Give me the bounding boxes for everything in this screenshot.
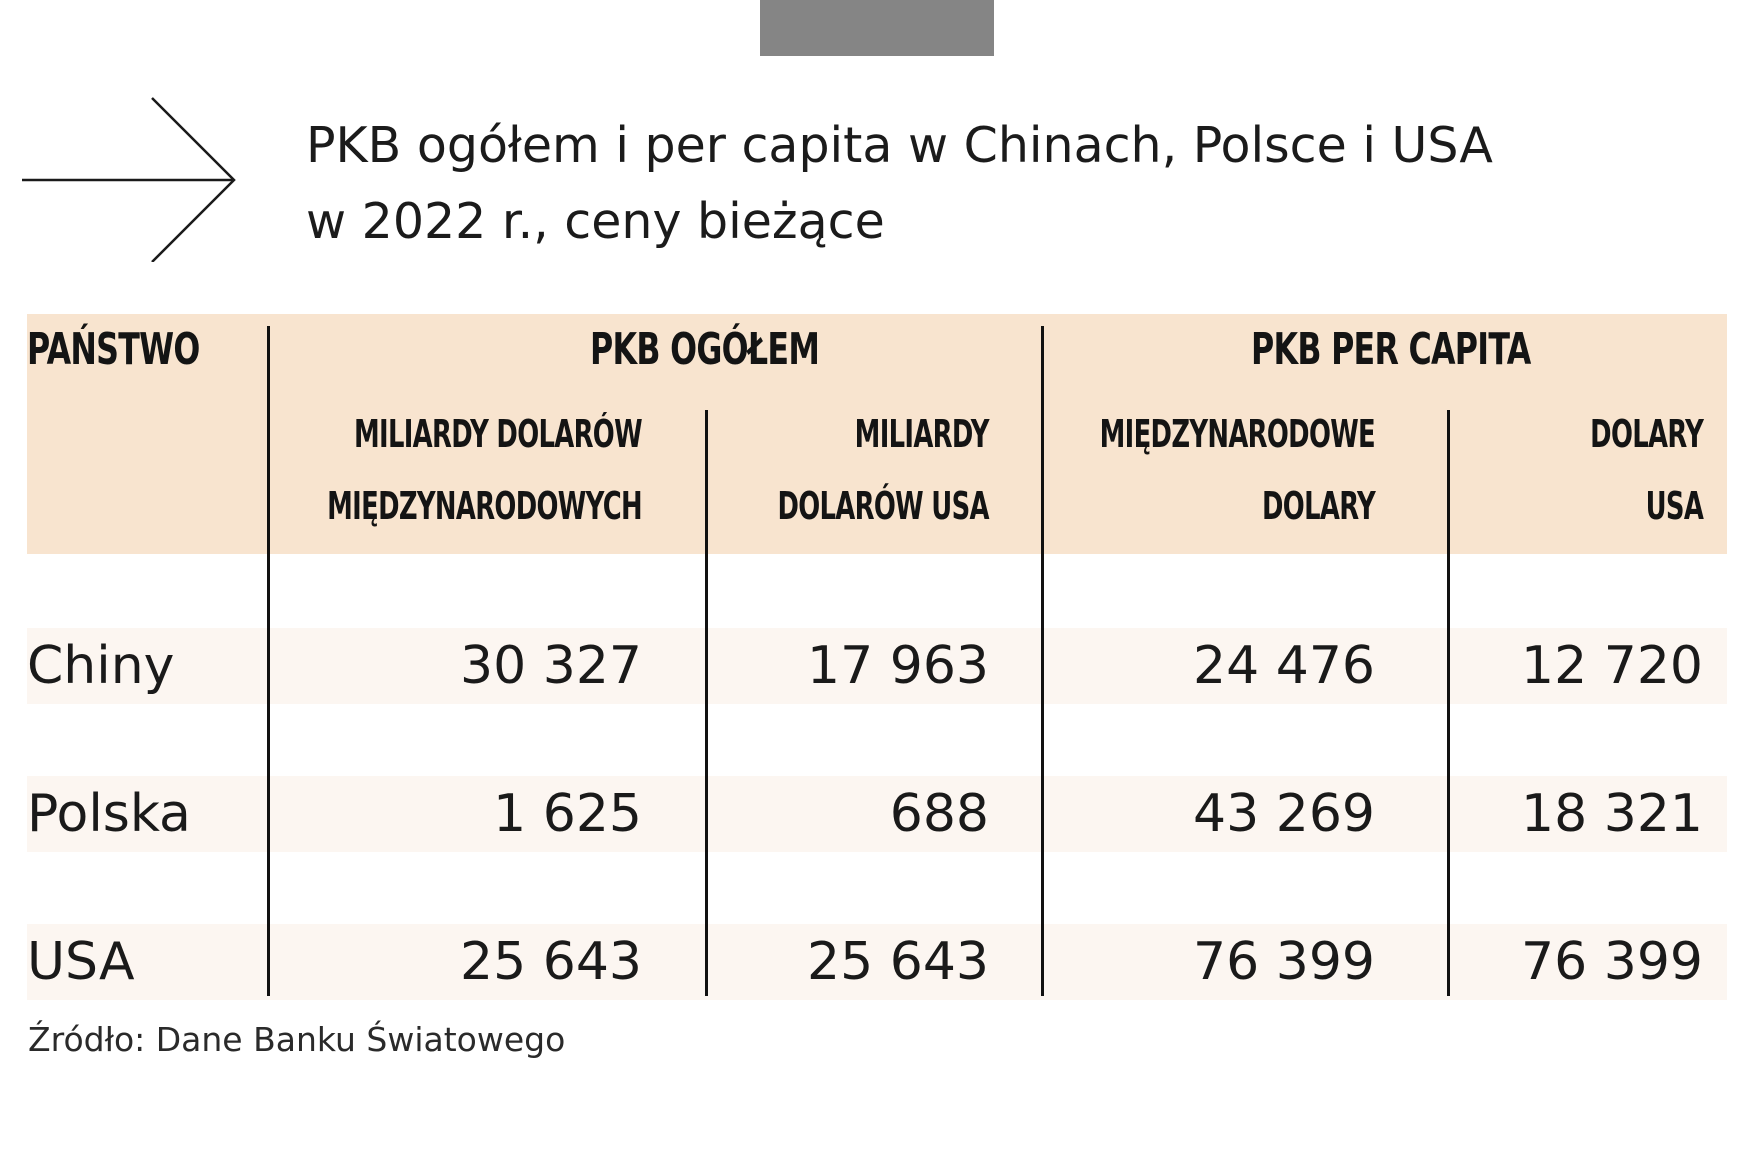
subheader-line: MILIARDY <box>854 412 990 456</box>
subheader-line: DOLARY <box>1590 412 1704 456</box>
subheader-line: DOLARÓW USA <box>777 484 990 528</box>
cell-value: 76 399 <box>1193 932 1375 992</box>
header-country: PAŃSTWO <box>27 324 200 375</box>
row-band-polska <box>27 776 1727 852</box>
subheader-line: MILIARDY DOLARÓW <box>354 412 643 456</box>
subheader-usd: DOLARY USA <box>1590 398 1704 542</box>
divider-country <box>267 326 270 996</box>
cell-value: 12 720 <box>1521 636 1703 696</box>
header-gdp-per-capita: PKB PER CAPITA <box>1251 324 1531 375</box>
title-line-1: PKB ogółem i per capita w Chinach, Polsc… <box>306 117 1493 174</box>
top-gray-bar <box>760 0 994 56</box>
header-gdp-total: PKB OGÓŁEM <box>590 324 820 375</box>
header-band <box>27 314 1727 554</box>
divider-percap-sub <box>1447 410 1450 996</box>
cell-value: 25 643 <box>460 932 642 992</box>
arrow-right-icon <box>22 97 236 262</box>
chart-title: PKB ogółem i per capita w Chinach, Polsc… <box>306 108 1493 260</box>
cell-value: 18 321 <box>1521 784 1703 844</box>
cell-value: 43 269 <box>1193 784 1375 844</box>
cell-value: 30 327 <box>460 636 642 696</box>
divider-groups <box>1041 326 1044 996</box>
divider-total-sub <box>705 410 708 996</box>
subheader-intl-dollars: MIĘDZYNARODOWE DOLARY <box>1099 398 1376 542</box>
cell-country: USA <box>27 932 135 992</box>
cell-value: 17 963 <box>807 636 989 696</box>
subheader-line: MIĘDZYNARODOWYCH <box>327 484 642 528</box>
row-band-usa <box>27 924 1727 1000</box>
subheader-line: USA <box>1645 484 1703 528</box>
cell-value: 25 643 <box>807 932 989 992</box>
cell-country: Chiny <box>27 636 175 696</box>
subheader-bn-usd: MILIARDY DOLARÓW USA <box>777 398 990 542</box>
subheader-line: MIĘDZYNARODOWE <box>1099 412 1376 456</box>
cell-value: 688 <box>889 784 989 844</box>
cell-country: Polska <box>27 784 191 844</box>
subheader-line: DOLARY <box>1262 484 1376 528</box>
gdp-table: PAŃSTWO PKB OGÓŁEM PKB PER CAPITA MILIAR… <box>27 314 1727 1002</box>
cell-value: 1 625 <box>493 784 642 844</box>
subheader-bn-intl-dollars: MILIARDY DOLARÓW MIĘDZYNARODOWYCH <box>327 398 642 542</box>
row-band-chiny <box>27 628 1727 704</box>
cell-value: 76 399 <box>1521 932 1703 992</box>
source-note: Źródło: Dane Banku Światowego <box>28 1020 566 1059</box>
title-line-2: w 2022 r., ceny bieżące <box>306 193 885 250</box>
cell-value: 24 476 <box>1193 636 1375 696</box>
